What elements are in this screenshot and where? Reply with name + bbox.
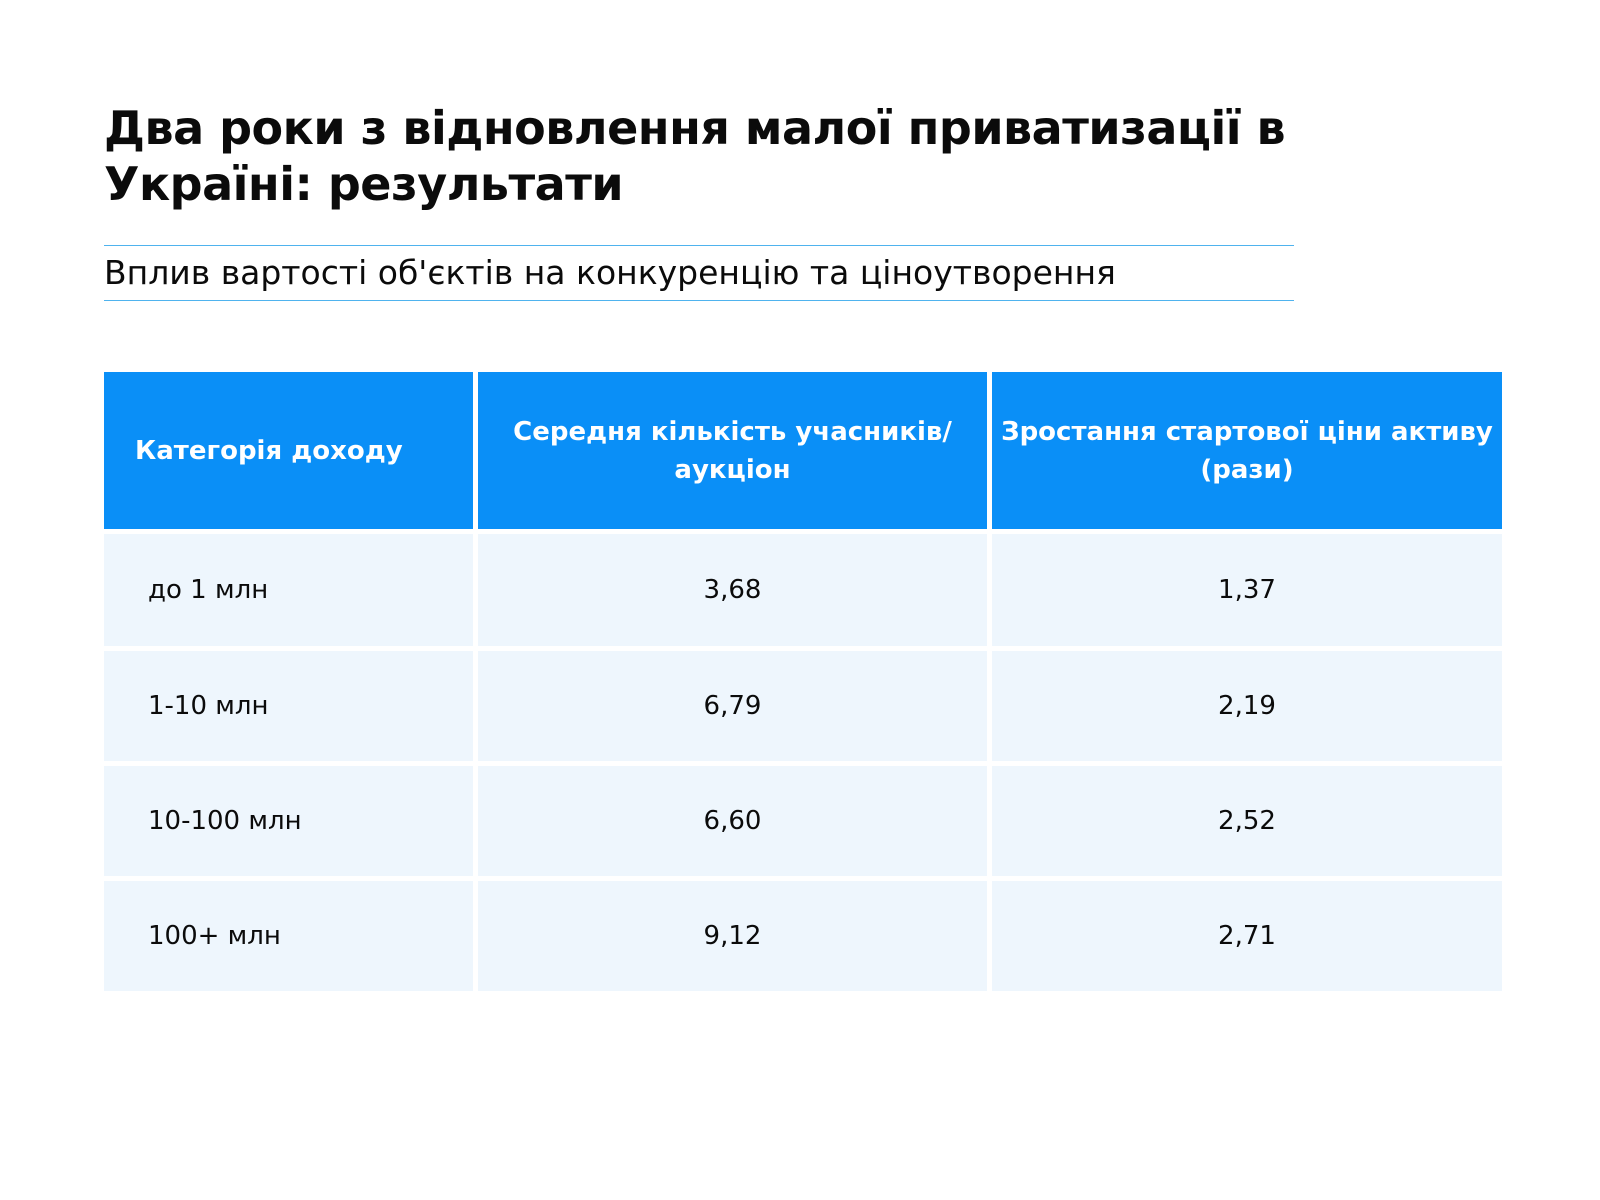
row-category: до 1 млн (104, 534, 473, 646)
row-avg-participants: 6,79 (478, 651, 987, 761)
page-title: Два роки з відновлення малої приватизаці… (104, 101, 1286, 211)
row-price-growth: 2,71 (992, 881, 1502, 991)
table-header-row: Категорія доходу Середня кількість учасн… (104, 372, 1502, 529)
row-avg-participants: 3,68 (478, 534, 987, 646)
header-avg-participants: Середня кількість учасників/аукціон (478, 372, 987, 529)
data-table: Категорія доходу Середня кількість учасн… (104, 372, 1502, 996)
row-category: 100+ млн (104, 881, 473, 991)
row-category: 1-10 млн (104, 651, 473, 761)
page-subtitle: Вплив вартості об'єктів на конкуренцію т… (104, 253, 1116, 292)
row-price-growth: 1,37 (992, 534, 1502, 646)
header-income-category: Категорія доходу (104, 372, 473, 529)
table-row: 1-10 млн 6,79 2,19 (104, 651, 1502, 761)
subtitle-block: Вплив вартості об'єктів на конкуренцію т… (104, 245, 1294, 301)
table-row: до 1 млн 3,68 1,37 (104, 534, 1502, 646)
header-price-growth: Зростання стартової ціни активу (рази) (992, 372, 1502, 529)
table-row: 100+ млн 9,12 2,71 (104, 881, 1502, 991)
table-row: 10-100 млн 6,60 2,52 (104, 766, 1502, 876)
row-avg-participants: 6,60 (478, 766, 987, 876)
row-avg-participants: 9,12 (478, 881, 987, 991)
row-price-growth: 2,52 (992, 766, 1502, 876)
row-category: 10-100 млн (104, 766, 473, 876)
row-price-growth: 2,19 (992, 651, 1502, 761)
